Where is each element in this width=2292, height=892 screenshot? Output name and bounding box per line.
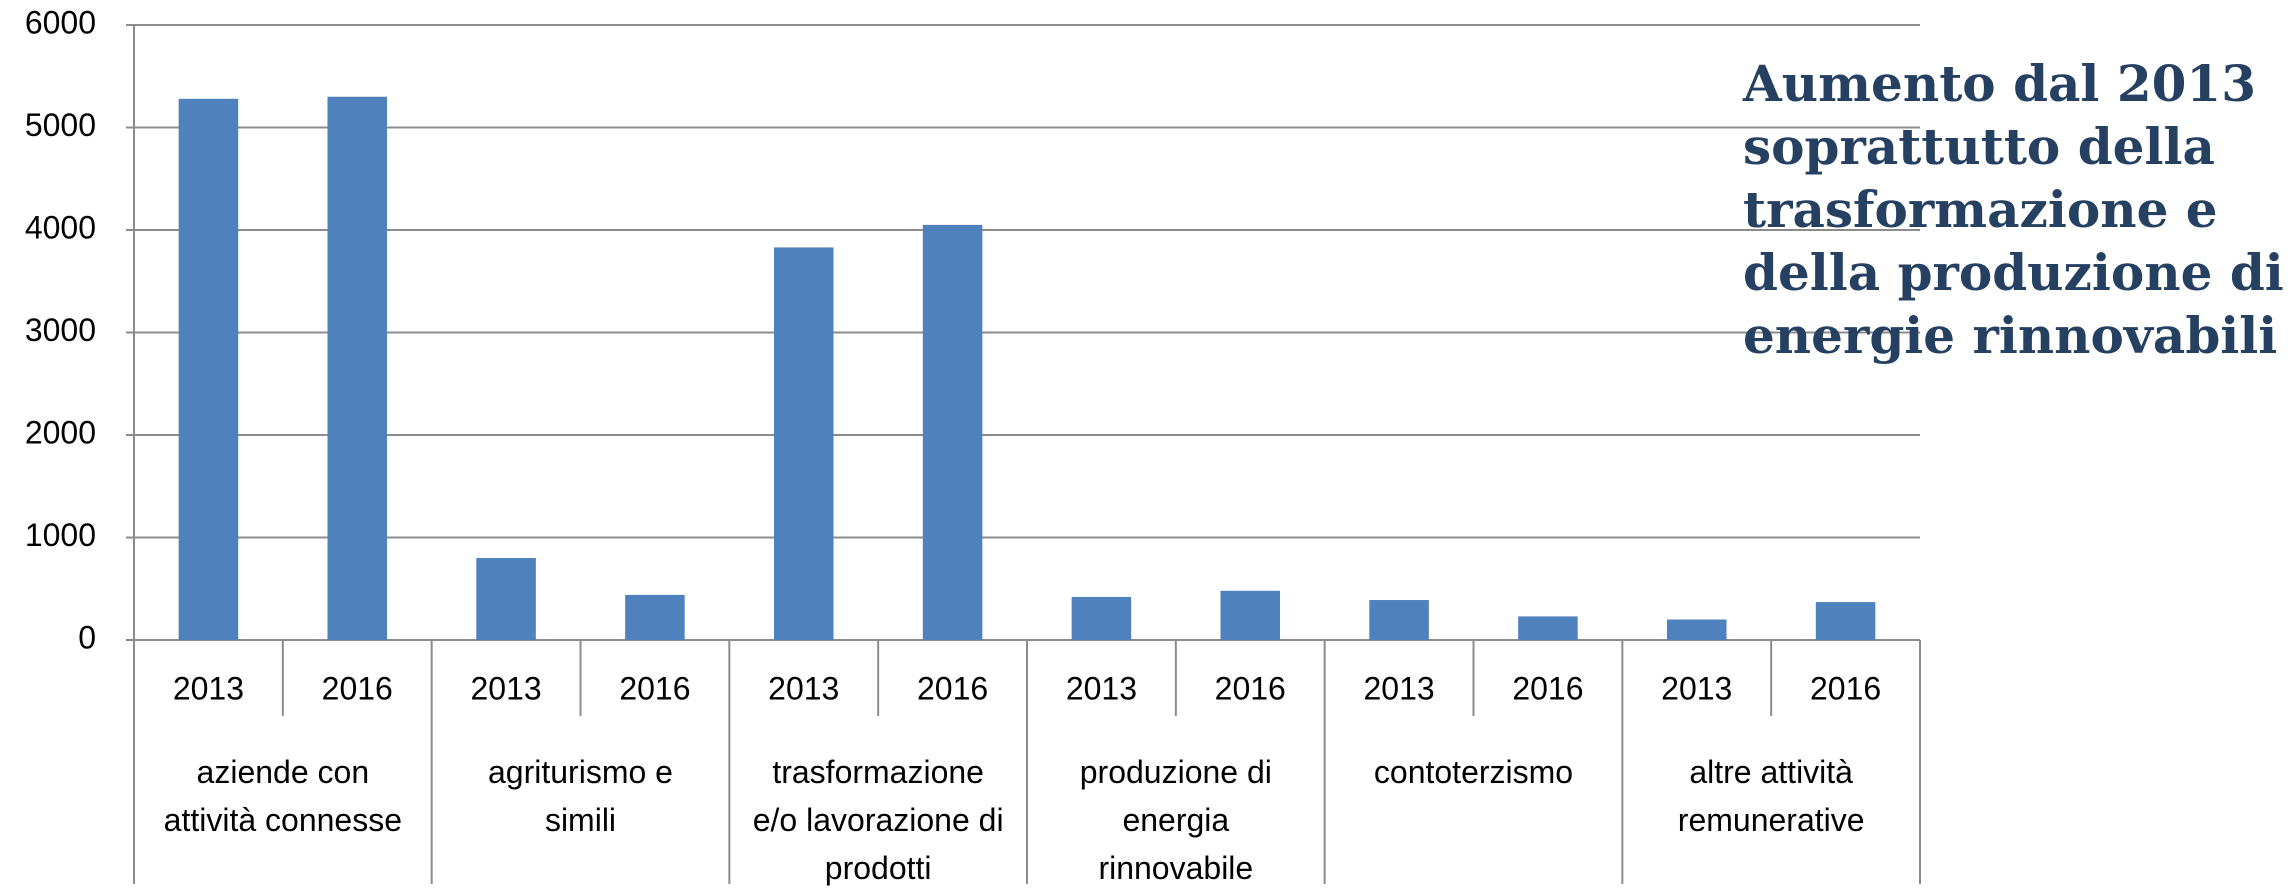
x-tick-label: 2016 — [917, 670, 988, 706]
group-label: contoterzismo — [1373, 754, 1574, 790]
group-label: aziende con attività connesse — [163, 754, 402, 838]
y-tick-label: 5000 — [25, 107, 96, 143]
bar — [1369, 600, 1429, 640]
bar — [1815, 602, 1876, 640]
bar — [1518, 616, 1578, 640]
group-label: altre attività remunerative — [1677, 754, 1865, 838]
y-tick-label: 6000 — [25, 4, 96, 40]
bar — [178, 98, 239, 641]
bar — [922, 224, 983, 640]
bar — [773, 247, 834, 641]
y-tick-label: 2000 — [25, 414, 96, 450]
bar — [476, 558, 536, 640]
x-tick-label: 2013 — [173, 670, 244, 706]
y-tick-label: 0 — [78, 619, 96, 655]
x-tick-label: 2016 — [1512, 670, 1583, 706]
x-tick-label: 2013 — [768, 670, 839, 706]
annotation: Aumento dal 2013 soprattutto della trasf… — [1743, 54, 2284, 365]
bar — [1071, 596, 1132, 640]
x-tick-label: 2013 — [1066, 670, 1137, 706]
group-label: agriturismo e simili — [488, 754, 673, 838]
x-tick-label: 2016 — [619, 670, 690, 706]
group-label: trasformazione e/o lavorazione di prodot… — [752, 754, 1004, 886]
y-tick-label: 3000 — [25, 312, 96, 348]
x-tick-label: 2016 — [1215, 670, 1286, 706]
x-tick-label: 2016 — [1810, 670, 1881, 706]
bar — [1220, 590, 1281, 640]
bar — [625, 594, 685, 640]
bar — [1666, 619, 1727, 640]
bar — [327, 96, 388, 640]
group-label: produzione di energia rinnovabile — [1079, 754, 1272, 886]
x-tick-label: 2013 — [1661, 670, 1732, 706]
x-tick-label: 2013 — [1363, 670, 1434, 706]
x-tick-label: 2013 — [470, 670, 541, 706]
x-tick-label: 2016 — [322, 670, 393, 706]
y-tick-label: 1000 — [25, 517, 96, 553]
y-tick-label: 4000 — [25, 209, 96, 245]
